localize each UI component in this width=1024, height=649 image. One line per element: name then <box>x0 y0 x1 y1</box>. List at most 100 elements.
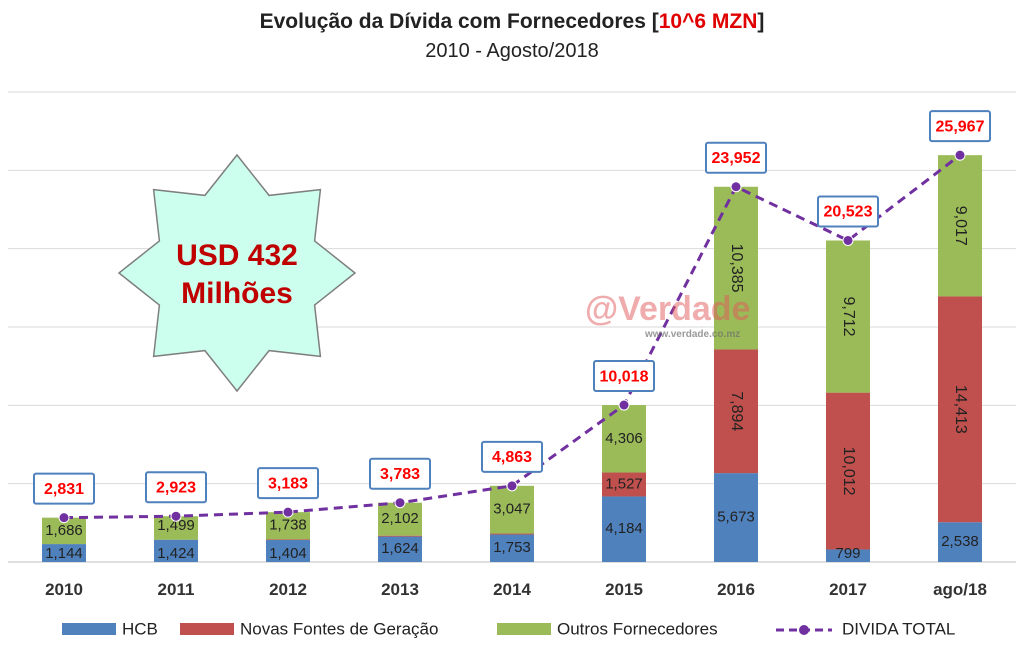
data-label: 10,385 <box>728 244 745 293</box>
chart-subtitle: 2010 - Agosto/2018 <box>425 40 599 62</box>
total-label: 2,923 <box>156 479 196 496</box>
x-tick-label: 2013 <box>381 580 419 599</box>
legend-hcb-label: HCB <box>122 619 158 638</box>
watermark: @Verdade www.verdade.co.mz <box>585 290 785 340</box>
data-label: 1,624 <box>381 540 419 557</box>
total-point <box>506 480 518 492</box>
total-point <box>954 149 966 161</box>
total-label-box <box>257 467 319 500</box>
data-label: 14,413 <box>952 385 969 434</box>
x-tick-label: 2016 <box>717 580 755 599</box>
data-label: 3,047 <box>493 501 531 518</box>
badge-unit: Milhões <box>181 277 293 310</box>
x-tick-label: 2014 <box>493 580 531 599</box>
legend-divida-total-marker <box>799 625 809 635</box>
bar-hcb <box>378 536 422 562</box>
total-label: 2,831 <box>44 481 84 498</box>
total-label: 3,183 <box>268 475 308 492</box>
legend-outros-swatch <box>497 623 551 635</box>
data-label: 2,538 <box>941 533 979 550</box>
legend-hcb-swatch <box>62 623 116 635</box>
data-label: 4,306 <box>605 430 643 447</box>
total-point <box>730 181 742 193</box>
total-point <box>58 512 70 524</box>
bar-novas-fontes <box>714 349 758 474</box>
bar-novas-fontes <box>938 296 982 523</box>
chart-title: Evolução da Dívida com Fornecedores [10^… <box>0 10 1024 34</box>
title-unit-close: ] <box>757 10 765 33</box>
bar-hcb <box>42 544 86 562</box>
total-point <box>170 510 182 522</box>
watermark-url: www.verdade.co.mz <box>645 329 741 340</box>
bar-hcb <box>266 540 310 562</box>
bar-novas-fontes <box>602 472 646 497</box>
total-label: 25,967 <box>936 118 985 135</box>
data-label: 9,017 <box>952 206 969 246</box>
bar-outros <box>490 485 534 534</box>
bar-hcb <box>154 539 198 562</box>
bar-hcb <box>826 549 870 562</box>
total-point <box>282 506 294 518</box>
data-label: 1,144 <box>45 545 83 562</box>
data-label: 1,686 <box>45 522 83 539</box>
title-unit-open: [ <box>651 10 659 33</box>
title-main: Evolução da Dívida com Fornecedores <box>259 10 646 33</box>
data-label: 10,012 <box>840 447 857 496</box>
legend-divida-total-label: DIVIDA TOTAL <box>842 619 955 638</box>
total-label: 20,523 <box>824 204 873 221</box>
total-point <box>842 234 854 246</box>
total-point <box>618 399 630 411</box>
x-tick-label: 2017 <box>829 580 867 599</box>
badge-amount: USD 432 <box>176 239 298 272</box>
bar-hcb <box>938 522 982 562</box>
total-point <box>394 497 406 509</box>
data-label: 1,738 <box>269 517 307 534</box>
data-label: 1,499 <box>157 517 195 534</box>
total-label-box <box>481 440 543 473</box>
data-label: 7,894 <box>728 391 745 431</box>
data-label: 9,712 <box>840 297 857 337</box>
bar-outros <box>938 155 982 297</box>
data-label: 799 <box>835 545 860 562</box>
total-label: 3,783 <box>380 466 420 483</box>
total-label-box <box>593 360 655 393</box>
badge-star <box>117 153 357 393</box>
watermark-logo: @Verdade <box>585 290 751 328</box>
bar-novas-fontes <box>266 539 310 541</box>
bar-hcb <box>602 496 646 562</box>
total-label: 23,952 <box>712 150 761 167</box>
legend-novas-fontes-swatch <box>180 623 234 635</box>
bar-hcb <box>490 534 534 562</box>
x-tick-label: 2015 <box>605 580 643 599</box>
total-label-box <box>817 195 879 228</box>
total-label-box <box>369 457 431 490</box>
bar-novas-fontes <box>490 533 534 535</box>
total-label: 10,018 <box>600 368 649 385</box>
total-line <box>63 153 961 520</box>
bar-hcb <box>714 473 758 562</box>
x-tick-label: 2010 <box>45 580 83 599</box>
bar-outros <box>602 405 646 473</box>
data-label: 1,424 <box>157 545 195 562</box>
total-label: 4,863 <box>492 449 532 466</box>
bar-novas-fontes <box>826 392 870 550</box>
total-label-box <box>929 110 991 143</box>
bar-outros <box>826 240 870 393</box>
total-label-box <box>705 141 767 174</box>
bar-novas-fontes <box>378 535 422 537</box>
data-label: 1,753 <box>493 539 531 556</box>
bar-outros <box>154 516 198 540</box>
data-label: 5,673 <box>717 509 755 526</box>
x-tick-label: 2011 <box>158 580 195 599</box>
title-unit: 10^6 MZN <box>658 10 758 33</box>
data-label: 2,102 <box>381 510 419 527</box>
data-label: 4,184 <box>605 520 643 537</box>
data-label: 1,404 <box>269 545 307 562</box>
total-label-box <box>145 471 207 504</box>
total-label-box <box>33 472 95 505</box>
x-tick-label: 2012 <box>269 580 307 599</box>
legend-novas-fontes-label: Novas Fontes de Geração <box>240 619 438 638</box>
legend-outros-label: Outros Fornecedores <box>557 619 718 638</box>
x-tick-label: ago/18 <box>933 580 987 599</box>
